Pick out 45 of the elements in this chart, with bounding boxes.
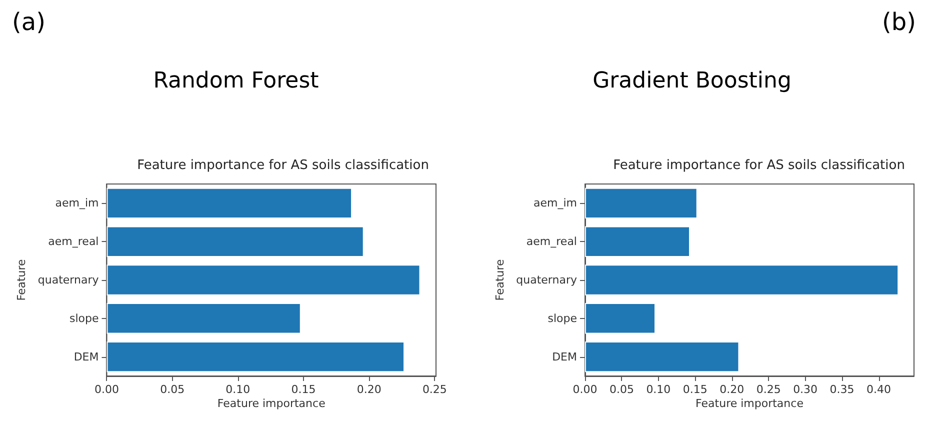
x-tick-label: 0.10 — [226, 383, 250, 396]
y-tick-label: DEM — [74, 350, 99, 364]
bar — [585, 303, 656, 334]
y-tick-label: aem_real — [48, 235, 99, 248]
y-tick-label: quaternary — [516, 274, 578, 286]
x-tick-label: 0.05 — [160, 383, 185, 396]
bar — [106, 264, 420, 296]
bar — [585, 341, 740, 372]
x-axis-title: Feature importance — [696, 397, 804, 410]
x-tick-label: 0.00 — [572, 383, 598, 396]
bar — [585, 188, 698, 219]
bar — [106, 226, 364, 257]
y-axis-title: Feature — [493, 258, 506, 301]
x-tick-label: 0.05 — [609, 383, 634, 396]
text: (b) — [882, 8, 916, 36]
x-tick-label: 0.20 — [356, 383, 382, 396]
y-tick-label: quaternary — [38, 274, 100, 286]
bar — [585, 264, 899, 296]
chart-title: Feature importance for AS soils classification — [613, 158, 905, 173]
y-tick-label: slope — [69, 312, 99, 325]
x-tick-label: 0.10 — [646, 383, 671, 396]
text: Random Forest — [153, 68, 320, 94]
bar — [106, 341, 405, 372]
x-tick-label: 0.35 — [830, 383, 854, 396]
x-tick-label: 0.25 — [756, 383, 781, 396]
x-axis-title: Feature importance — [217, 397, 326, 410]
y-tick-label: DEM — [552, 350, 577, 364]
y-tick-label: aem_real — [526, 235, 577, 248]
bar — [106, 303, 301, 334]
x-tick-label: 0.30 — [793, 383, 818, 396]
x-tick-label: 0.00 — [94, 383, 119, 396]
chart-title: Feature importance for AS soils classification — [137, 158, 429, 173]
text: Gradient Boosting — [592, 68, 792, 94]
text: (a) — [12, 8, 46, 36]
bar — [106, 188, 352, 219]
x-tick-label: 0.15 — [682, 383, 708, 396]
y-tick-label: slope — [548, 312, 578, 325]
x-tick-label: 0.25 — [422, 383, 447, 396]
x-tick-label: 0.15 — [291, 383, 316, 396]
bar — [585, 226, 690, 257]
x-tick-label: 0.20 — [720, 383, 744, 396]
y-axis-title: Feature — [15, 258, 28, 301]
y-tick-label: aem_im — [534, 196, 577, 210]
y-tick-label: aem_im — [55, 196, 99, 210]
x-tick-label: 0.40 — [866, 383, 891, 396]
